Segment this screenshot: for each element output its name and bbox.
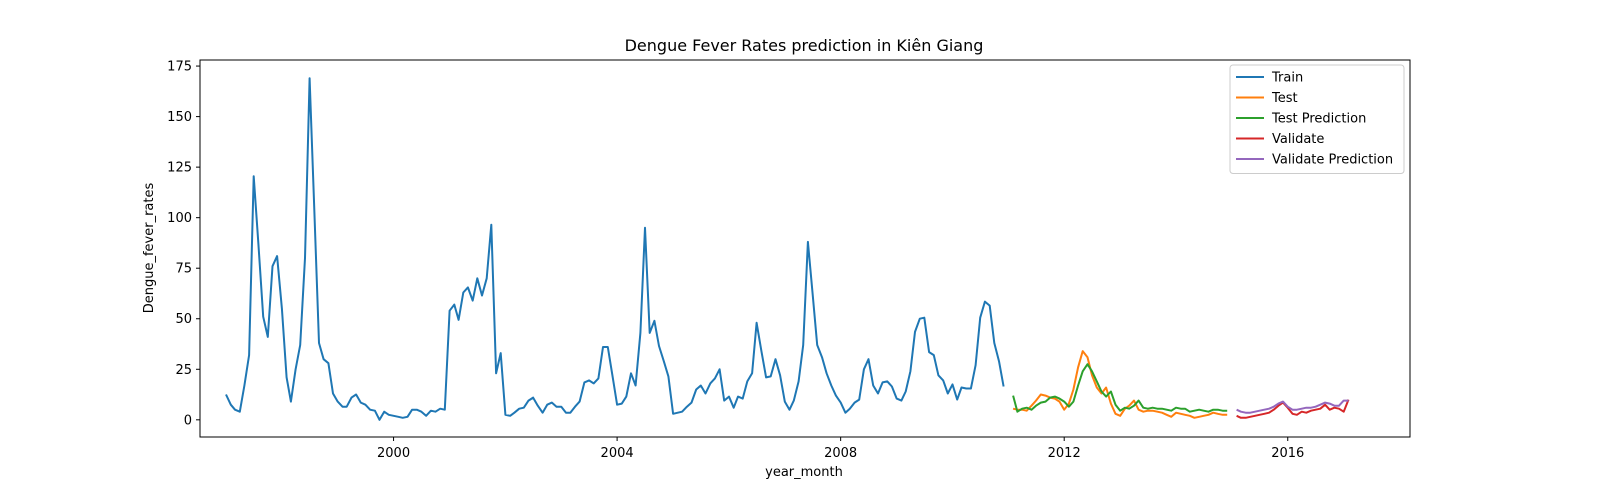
series-line-3 — [1236, 399, 1350, 419]
series-line-4 — [1236, 399, 1349, 414]
x-tick-label: 2008 — [824, 446, 857, 461]
series-line-1 — [1012, 350, 1228, 419]
x-tick-label: 2016 — [1271, 446, 1304, 461]
x-tick-label: 2012 — [1048, 446, 1081, 461]
y-tick-label: 0 — [184, 413, 192, 428]
legend-label: Validate Prediction — [1272, 153, 1393, 168]
x-tick-label: 2004 — [601, 446, 634, 461]
x-axis-label: year_month — [765, 465, 843, 480]
series-line-2 — [1012, 363, 1228, 413]
legend-box — [1229, 64, 1405, 174]
legend: Train Test Test Prediction Validate Validate… — [1229, 64, 1405, 174]
y-axis-label: Dengue_fever_rates — [142, 183, 157, 314]
series-line-0 — [225, 77, 1005, 421]
y-tick-label: 100 — [167, 211, 192, 226]
y-tick-label: 25 — [175, 363, 192, 378]
chart-title: Dengue Fever Rates prediction in Kiên Gi… — [625, 36, 984, 55]
series-layer — [225, 77, 1350, 421]
legend-label: Test Prediction — [1271, 112, 1366, 127]
plot-frame — [199, 59, 1411, 438]
legend-label: Validate — [1272, 132, 1324, 147]
y-tick-label: 150 — [167, 110, 192, 125]
y-tick-label: 175 — [167, 60, 192, 75]
legend-label: Test — [1271, 91, 1298, 106]
y-tick-label: 125 — [167, 161, 192, 176]
y-tick-label: 50 — [175, 312, 192, 327]
axes-layer: 2000 2004 2008 2012 2016 0 25 50 75 100 125 150 175 — [167, 60, 1304, 461]
x-tick-label: 2000 — [377, 446, 410, 461]
legend-label: Train — [1271, 71, 1303, 86]
y-tick-label: 75 — [175, 262, 192, 277]
